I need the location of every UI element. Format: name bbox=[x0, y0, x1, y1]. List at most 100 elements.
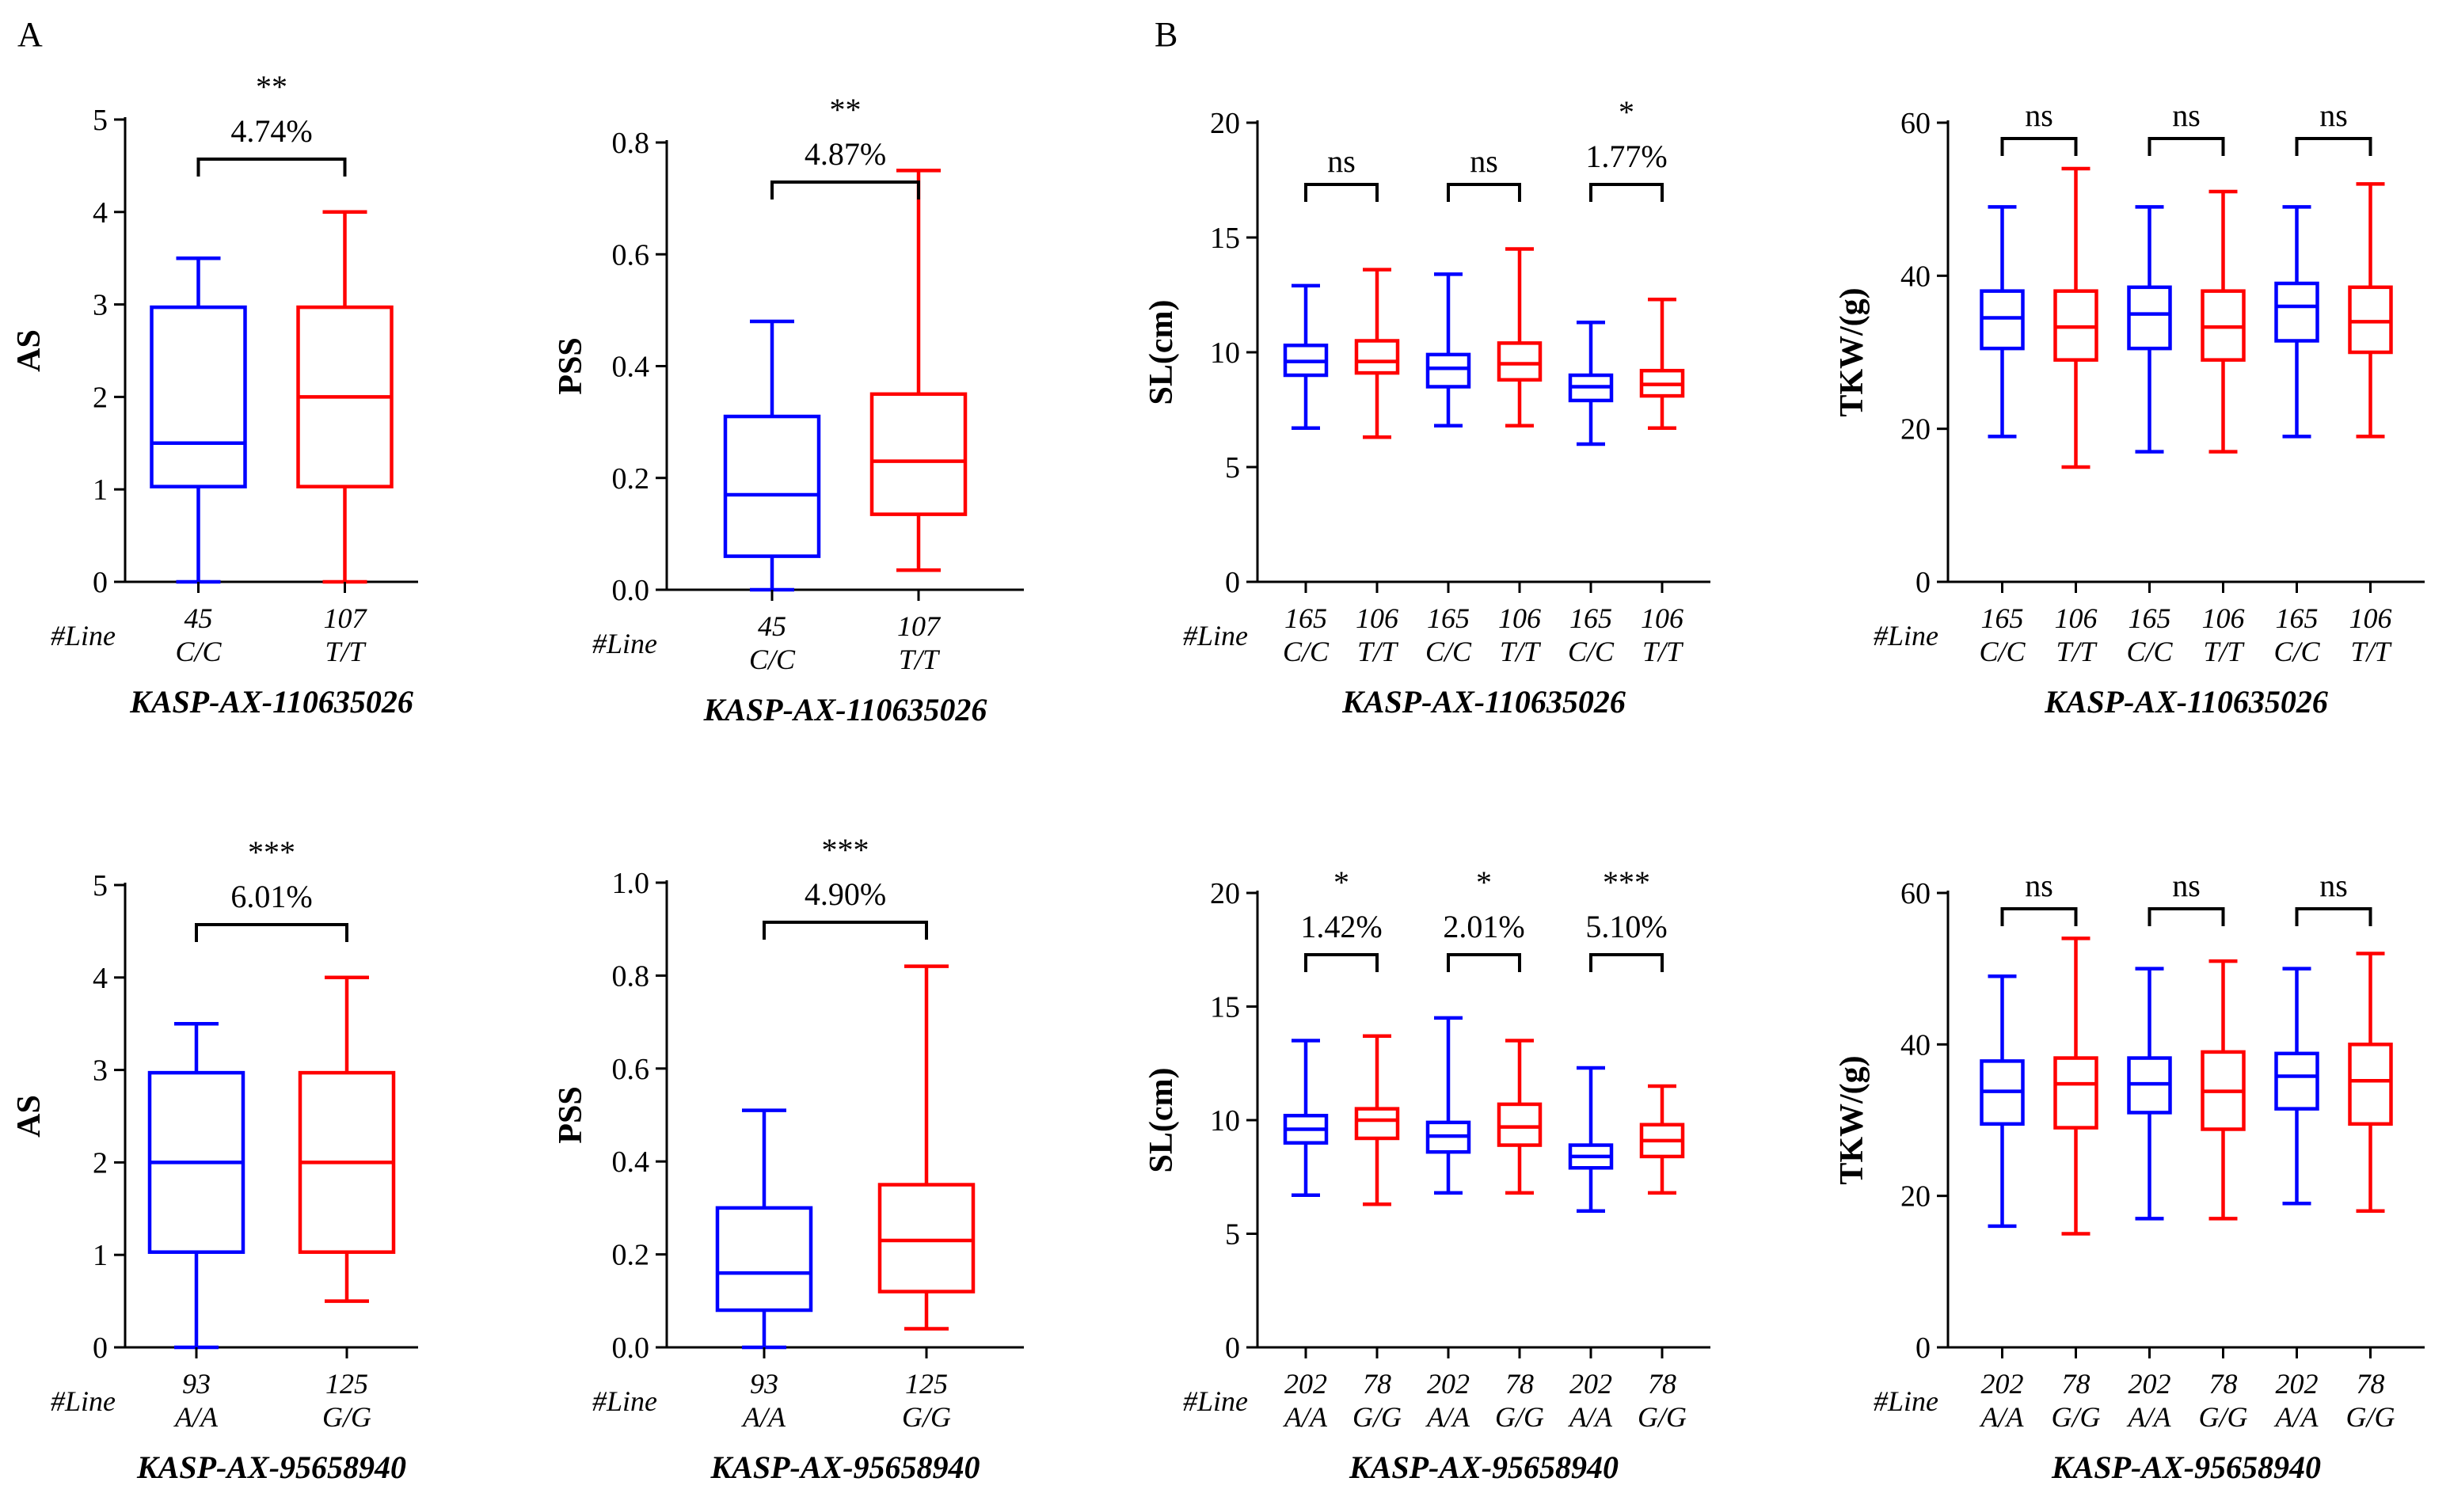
y-tick-label: 4 bbox=[93, 962, 108, 995]
significance-stars: ns bbox=[2319, 868, 2348, 903]
box-CC-4 bbox=[1568, 321, 1614, 446]
y-tick-label: 0.2 bbox=[612, 462, 650, 496]
bracket-line bbox=[2295, 137, 2372, 156]
percent-label: 2.01% bbox=[1443, 909, 1524, 944]
box-CC-0 bbox=[723, 319, 821, 592]
y-tick-label: 5 bbox=[93, 869, 108, 902]
x-count-label: 107 bbox=[897, 610, 942, 642]
x-genotype-label: T/T bbox=[1500, 636, 1542, 667]
line-count-label: #Line bbox=[51, 1385, 116, 1417]
significance-stars: ns bbox=[2319, 97, 2348, 133]
x-genotype-label: C/C bbox=[749, 644, 796, 675]
y-axis-title: SL(cm) bbox=[1143, 1068, 1180, 1173]
x-genotype-label: A/A bbox=[173, 1401, 219, 1433]
y-tick-label: 2 bbox=[93, 1146, 108, 1180]
box-TT-3 bbox=[1497, 247, 1543, 428]
box-AA-4 bbox=[2274, 967, 2319, 1206]
x-count-label: 125 bbox=[905, 1368, 948, 1400]
y-tick-label: 20 bbox=[1210, 877, 1240, 910]
box-GG-3 bbox=[1497, 1039, 1543, 1195]
y-axis-title: PSS bbox=[553, 337, 589, 394]
x-count-label: 202 bbox=[2276, 1368, 2319, 1400]
x-count-label: 106 bbox=[1641, 602, 1683, 634]
x-genotype-label: G/G bbox=[322, 1401, 371, 1433]
box-AA-0 bbox=[1980, 974, 2025, 1229]
line-count-label: #Line bbox=[1183, 620, 1248, 652]
chart-SL-top: 05101520SL(cm)165C/C106T/T165C/C106T/T16… bbox=[1143, 94, 1710, 720]
significance-stars: ns bbox=[2025, 868, 2053, 903]
significance-bracket: 4.74% ** bbox=[196, 69, 347, 177]
y-tick-label: 20 bbox=[1900, 1180, 1931, 1214]
y-axis-title: TKW/(g) bbox=[1834, 287, 1870, 416]
significance-bracket: ns bbox=[2148, 868, 2225, 926]
bracket-line bbox=[763, 921, 928, 940]
x-genotype-label: C/C bbox=[175, 636, 222, 667]
marker-name: KASP-AX-95658940 bbox=[1349, 1449, 1619, 1485]
x-genotype-label: G/G bbox=[2346, 1401, 2395, 1433]
box-AA-4 bbox=[1568, 1066, 1614, 1214]
y-tick-label: 0 bbox=[1915, 1332, 1931, 1365]
y-tick-label: 0 bbox=[1225, 1332, 1240, 1365]
x-count-label: 165 bbox=[1569, 602, 1612, 634]
y-tick-label: 0 bbox=[93, 1332, 108, 1365]
percent-label: 5.10% bbox=[1585, 909, 1667, 944]
line-count-label: #Line bbox=[592, 628, 657, 659]
y-tick-label: 20 bbox=[1210, 107, 1240, 140]
bracket-line bbox=[1304, 183, 1379, 202]
y-axis-title: PSS bbox=[553, 1086, 589, 1143]
box-AA-0 bbox=[1283, 1039, 1329, 1197]
box-GG-1 bbox=[877, 964, 976, 1331]
bracket-line bbox=[770, 180, 920, 199]
x-genotype-label: C/C bbox=[2126, 636, 2173, 667]
box-iqr bbox=[1425, 352, 1471, 389]
y-tick-label: 10 bbox=[1210, 1104, 1240, 1138]
significance-stars: * bbox=[1333, 864, 1349, 900]
box-iqr bbox=[2274, 1051, 2319, 1111]
significance-stars: * bbox=[1476, 864, 1492, 900]
x-genotype-label: A/A bbox=[1980, 1401, 2025, 1433]
box-CC-4 bbox=[2274, 205, 2319, 439]
box-iqr bbox=[150, 305, 247, 488]
bracket-line bbox=[1589, 953, 1664, 972]
charts-layer: 012345AS45C/C107T/T#LineKASP-AX-11063502… bbox=[11, 69, 2425, 1485]
significance-bracket: ns bbox=[2000, 97, 2078, 156]
y-tick-label: 4 bbox=[93, 196, 108, 230]
bracket-line bbox=[2295, 907, 2372, 926]
y-tick-label: 5 bbox=[1225, 451, 1240, 484]
x-count-label: 202 bbox=[1284, 1368, 1327, 1400]
box-iqr bbox=[1354, 339, 1400, 375]
x-count-label: 202 bbox=[1981, 1368, 2024, 1400]
significance-bracket: 4.87% ** bbox=[770, 92, 920, 199]
significance-stars: *** bbox=[1603, 864, 1650, 900]
x-genotype-label: C/C bbox=[2273, 636, 2320, 667]
box-TT-1 bbox=[2053, 166, 2098, 469]
x-count-label: 125 bbox=[325, 1368, 368, 1400]
box-CC-0 bbox=[150, 256, 247, 584]
box-iqr bbox=[2127, 285, 2172, 351]
box-iqr bbox=[2348, 1043, 2393, 1126]
significance-bracket: 5.10% *** bbox=[1585, 864, 1668, 972]
marker-name: KASP-AX-95658940 bbox=[136, 1449, 406, 1485]
box-GG-3 bbox=[2201, 959, 2246, 1221]
y-tick-label: 0.8 bbox=[612, 959, 650, 993]
x-count-label: 106 bbox=[1498, 602, 1541, 634]
x-genotype-label: G/G bbox=[1495, 1401, 1544, 1433]
y-tick-label: 1 bbox=[93, 473, 108, 507]
y-tick-label: 0.0 bbox=[612, 574, 650, 607]
x-genotype-label: A/A bbox=[741, 1401, 786, 1433]
bracket-line bbox=[1447, 183, 1521, 202]
y-tick-label: 10 bbox=[1210, 336, 1240, 370]
box-iqr bbox=[715, 1206, 813, 1313]
y-tick-label: 0.6 bbox=[612, 1053, 650, 1086]
significance-stars: ** bbox=[256, 69, 287, 104]
y-tick-label: 15 bbox=[1210, 991, 1240, 1024]
significance-stars: ns bbox=[1327, 143, 1356, 179]
box-TT-5 bbox=[1639, 298, 1685, 430]
marker-name: KASP-AX-95658940 bbox=[2051, 1449, 2321, 1485]
bracket-line bbox=[2148, 907, 2225, 926]
x-count-label: 78 bbox=[1648, 1368, 1676, 1400]
x-count-label: 165 bbox=[2276, 602, 2319, 634]
box-TT-1 bbox=[296, 210, 394, 584]
